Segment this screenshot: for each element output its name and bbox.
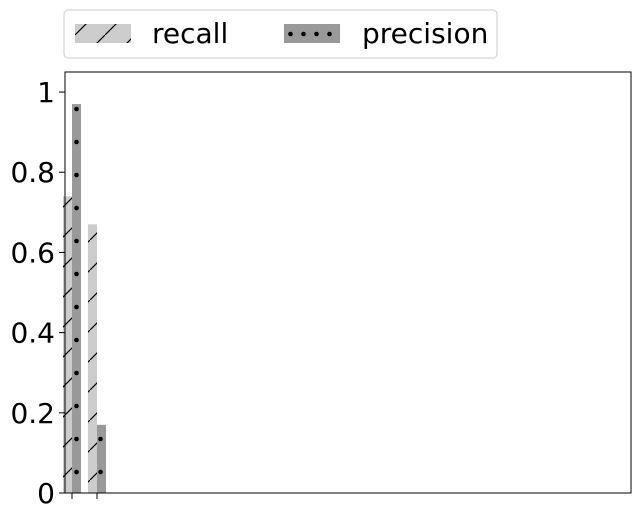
bar-hatch-recall-0 [63, 196, 72, 494]
plot-area-frame [64, 71, 632, 494]
legend-swatch-pattern-recall [75, 24, 131, 43]
legend-frame [63, 9, 498, 59]
bars-layer [63, 104, 106, 494]
bar-hatch-precision-0 [72, 104, 81, 494]
y-axis: 0 0.2 0.4 0.6 0.8 1 [10, 76, 65, 510]
bar-hatch-precision-1 [97, 424, 106, 493]
y-tick-label-0: 0 [37, 477, 55, 510]
bar-hatch-recall-1 [88, 224, 97, 493]
y-tick-label-3: 0.6 [10, 236, 55, 269]
y-tick-label-5: 1 [37, 76, 55, 109]
legend: recall precision [63, 9, 498, 59]
legend-label-precision: precision [362, 17, 488, 50]
legend-label-recall: recall [152, 17, 228, 50]
y-tick-label-2: 0.4 [10, 317, 55, 350]
x-axis [71, 493, 98, 499]
y-tick-label-4: 0.8 [10, 156, 55, 189]
y-tick-label-1: 0.2 [10, 397, 55, 430]
legend-swatch-pattern-precision [284, 24, 340, 43]
